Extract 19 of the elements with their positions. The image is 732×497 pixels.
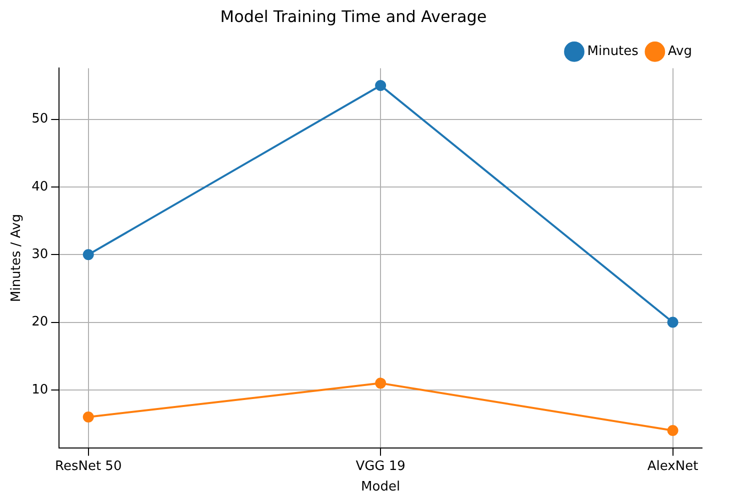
x-axis-title: Model [361,480,400,495]
y-tick-label: 40 [32,179,48,194]
y-tick-label: 20 [32,314,48,330]
y-tick-label: 30 [32,246,48,262]
legend-label: Minutes [587,44,639,60]
y-tick-label: 10 [32,382,48,398]
chart-title: Model Training Time and Average [220,6,487,26]
point [82,412,94,423]
y-tick-label: 50 [32,112,48,127]
point [375,378,386,389]
x-tick-label: AlexNet [647,458,698,474]
point [82,249,94,260]
y-axis-title: Minutes / Avg [9,214,24,302]
legend-label: Avg [668,44,692,60]
point [375,80,386,91]
x-tick-label: ResNet 50 [55,458,122,474]
point [667,316,678,328]
point [667,425,678,436]
x-tick-label: VGG 19 [356,458,406,474]
